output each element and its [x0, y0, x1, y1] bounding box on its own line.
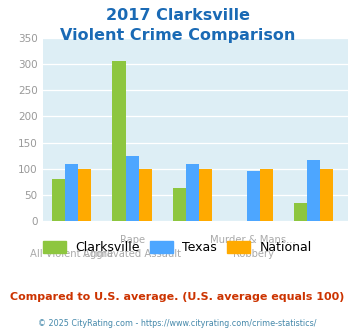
Bar: [294, 203, 307, 221]
Bar: [52, 179, 65, 221]
Bar: [112, 61, 126, 221]
Bar: [126, 156, 139, 221]
Text: Aggravated Assault: Aggravated Assault: [83, 249, 181, 259]
Text: Violent Crime Comparison: Violent Crime Comparison: [60, 28, 295, 43]
Bar: [186, 164, 199, 221]
Text: Rape: Rape: [120, 235, 144, 245]
Bar: [139, 169, 152, 221]
Bar: [320, 169, 333, 221]
Bar: [65, 164, 78, 221]
Text: 2017 Clarksville: 2017 Clarksville: [105, 8, 250, 23]
Bar: [260, 169, 273, 221]
Bar: [78, 169, 91, 221]
Text: © 2025 CityRating.com - https://www.cityrating.com/crime-statistics/: © 2025 CityRating.com - https://www.city…: [38, 319, 317, 328]
Bar: [173, 188, 186, 221]
Text: Murder & Mans...: Murder & Mans...: [210, 235, 296, 245]
Legend: Clarksville, Texas, National: Clarksville, Texas, National: [38, 236, 317, 259]
Text: All Violent Crime: All Violent Crime: [30, 249, 113, 259]
Bar: [247, 171, 260, 221]
Bar: [199, 169, 212, 221]
Bar: [307, 160, 320, 221]
Text: Compared to U.S. average. (U.S. average equals 100): Compared to U.S. average. (U.S. average …: [10, 292, 345, 302]
Text: Robbery: Robbery: [233, 249, 274, 259]
